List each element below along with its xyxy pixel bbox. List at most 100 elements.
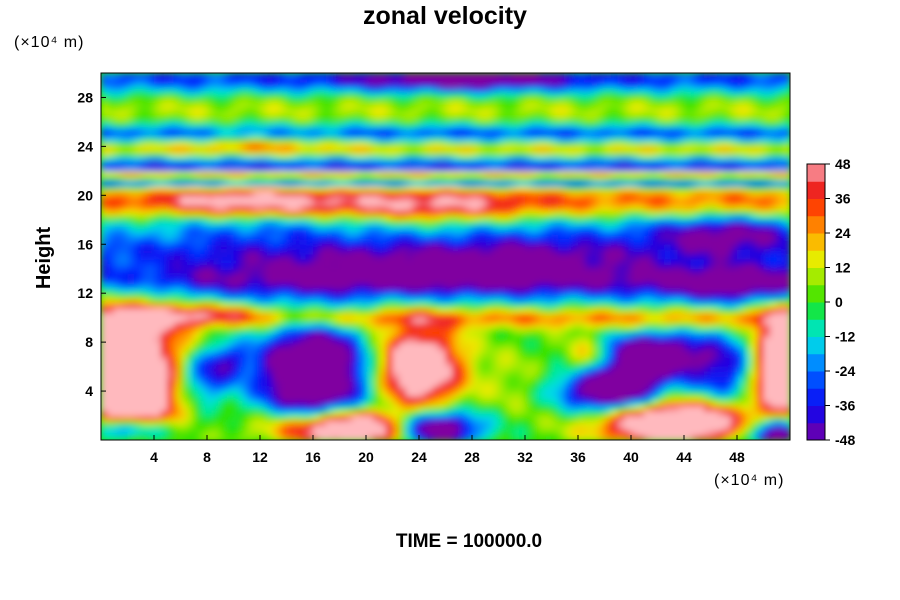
heatmap-cell	[339, 224, 347, 231]
heatmap-cell	[120, 356, 129, 363]
heatmap-cell	[465, 395, 473, 402]
heatmap-cell	[286, 219, 294, 226]
heatmap-cell	[279, 298, 288, 304]
heatmap-cell	[306, 283, 314, 289]
heatmap-cell	[631, 239, 639, 245]
heatmap-cell	[538, 239, 546, 245]
heatmap-cell	[240, 356, 248, 363]
heatmap-cell	[385, 307, 394, 314]
heatmap-cell	[313, 263, 321, 270]
heatmap-cell	[154, 258, 162, 265]
heatmap-cell	[399, 425, 407, 431]
heatmap-cell	[458, 278, 466, 285]
heatmap-cell	[452, 395, 460, 402]
heatmap-cell	[425, 254, 433, 260]
heatmap-cell	[273, 258, 281, 265]
heatmap-cell	[776, 400, 784, 407]
heatmap-cell	[339, 435, 347, 440]
heatmap-cell	[551, 268, 559, 275]
heatmap-cell	[160, 381, 168, 387]
heatmap-cell	[584, 347, 592, 353]
heatmap-cell	[531, 342, 539, 348]
heatmap-cell	[154, 249, 162, 255]
heatmap-cell	[723, 268, 731, 275]
heatmap-cell	[293, 366, 301, 373]
heatmap-cell	[664, 425, 672, 431]
heatmap-cell	[392, 210, 400, 216]
heatmap-cell	[160, 366, 168, 373]
heatmap-cell	[597, 395, 606, 402]
heatmap-cell	[240, 229, 248, 236]
heatmap-cell	[452, 317, 460, 324]
heatmap-cell	[253, 347, 261, 353]
heatmap-cell	[452, 391, 460, 397]
heatmap-cell	[631, 283, 639, 289]
heatmap-cell	[591, 214, 599, 221]
heatmap-cell	[703, 258, 712, 265]
heatmap-cell	[677, 219, 685, 226]
heatmap-cell	[737, 302, 745, 309]
heatmap-cell	[584, 249, 592, 255]
heatmap-cell	[564, 347, 572, 353]
heatmap-cell	[531, 205, 539, 211]
heatmap-cell	[776, 205, 784, 211]
heatmap-cell	[332, 435, 341, 440]
heatmap-cell	[710, 430, 718, 436]
heatmap-cell	[756, 254, 765, 260]
heatmap-cell	[114, 229, 122, 236]
heatmap-cell	[571, 391, 579, 397]
heatmap-cell	[101, 302, 109, 309]
heatmap-cell	[770, 415, 778, 422]
heatmap-cell	[485, 307, 493, 314]
heatmap-cell	[743, 278, 751, 285]
heatmap-cell	[723, 234, 731, 240]
heatmap-cell	[737, 351, 745, 358]
heatmap-cell	[167, 278, 175, 285]
heatmap-cell	[253, 234, 261, 240]
heatmap-cell	[525, 205, 533, 211]
heatmap-cell	[200, 361, 208, 368]
heatmap-cell	[551, 351, 559, 358]
heatmap-cell	[167, 268, 175, 275]
heatmap-cell	[452, 356, 460, 363]
heatmap-cell	[233, 312, 241, 319]
heatmap-cell	[253, 361, 261, 368]
heatmap-cell	[458, 435, 466, 440]
heatmap-cell	[452, 273, 460, 280]
heatmap-cell	[677, 224, 685, 231]
heatmap-cell	[412, 405, 420, 412]
heatmap-cell	[313, 386, 321, 392]
heatmap-cell	[690, 327, 698, 333]
heatmap-cell	[438, 293, 447, 299]
heatmap-cell	[703, 351, 712, 358]
heatmap-cell	[226, 400, 235, 407]
heatmap-cell	[233, 435, 241, 440]
heatmap-cell	[631, 381, 639, 387]
heatmap-cell	[359, 430, 367, 436]
heatmap-cell	[187, 273, 195, 280]
heatmap-cell	[684, 307, 692, 314]
heatmap-cell	[346, 376, 354, 382]
heatmap-cell	[372, 347, 380, 353]
heatmap-cell	[703, 342, 712, 348]
heatmap-cell	[611, 386, 619, 392]
heatmap-cell	[518, 435, 526, 440]
heatmap-cell	[200, 342, 208, 348]
heatmap-cell	[120, 410, 129, 417]
heatmap-cell	[200, 366, 208, 373]
heatmap-cell	[783, 214, 790, 221]
heatmap-cell	[578, 415, 586, 422]
heatmap-cell	[134, 410, 142, 417]
heatmap-cell	[756, 425, 765, 431]
heatmap-cell	[617, 224, 625, 231]
heatmap-cell	[617, 371, 625, 377]
heatmap-cell	[717, 332, 725, 338]
heatmap-cell	[286, 268, 294, 275]
heatmap-cell	[657, 376, 665, 382]
heatmap-cell	[419, 371, 427, 377]
heatmap-cell	[326, 214, 334, 221]
heatmap-cell	[578, 332, 586, 338]
heatmap-cell	[763, 298, 771, 304]
heatmap-cell	[518, 356, 526, 363]
heatmap-cell	[578, 263, 586, 270]
